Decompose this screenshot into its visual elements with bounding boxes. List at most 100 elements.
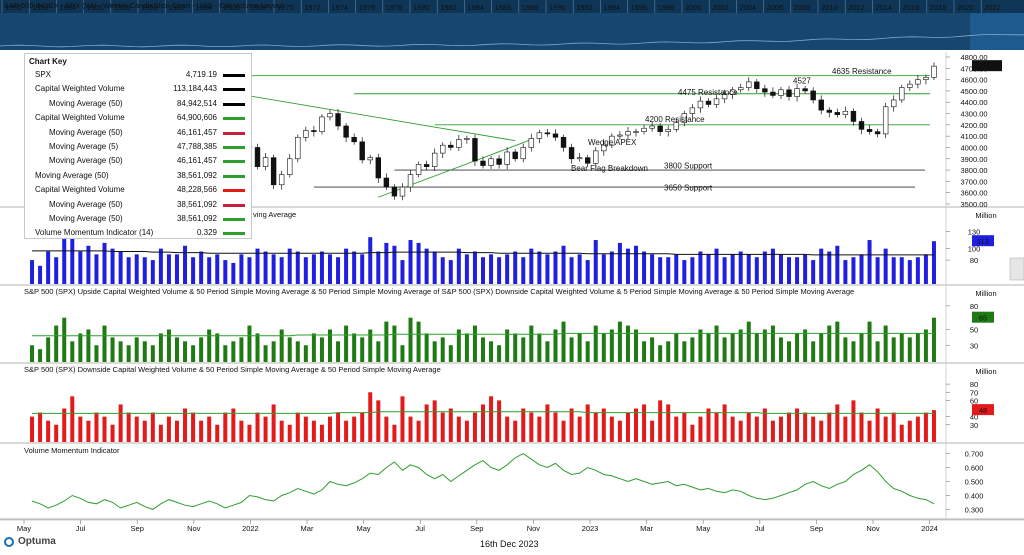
downside-volume-panel-bar <box>843 416 848 442</box>
upside-volume-panel-bar <box>714 325 719 362</box>
downside-volume-panel-bar <box>54 424 59 442</box>
volume-panel-bar <box>762 251 767 284</box>
upside-volume-panel-bar <box>400 345 405 362</box>
downside-volume-panel-bar <box>819 420 824 442</box>
price-y-tick-label: 4200.00 <box>960 121 987 130</box>
x-axis-label: 2024 <box>921 524 938 533</box>
volume-panel-bar <box>110 248 115 284</box>
upside-volume-panel-bar <box>215 333 220 362</box>
downside-volume-panel-bar <box>384 416 389 442</box>
volume-panel-bar <box>207 257 212 284</box>
upside-volume-panel-bar <box>336 341 341 362</box>
volume-panel-bar <box>827 251 832 284</box>
upside-volume-panel-bar <box>271 341 276 362</box>
volume-panel-bar <box>593 240 598 284</box>
annotation-wedge-apex: Wedge APEX <box>588 138 637 147</box>
volume-panel-bar <box>255 248 260 284</box>
candle-up <box>617 134 623 137</box>
upside-volume-panel-bar <box>658 345 663 362</box>
volume-panel-bar <box>384 242 389 284</box>
navigator-year-label: 1996 <box>631 3 648 12</box>
downside-volume-panel-bar <box>126 412 131 442</box>
candle-up <box>399 186 406 197</box>
chart-key-row-name: Moving Average (50) <box>35 170 109 180</box>
volume-panel-unit-label: Million <box>975 211 996 220</box>
downside-volume-panel-bar <box>553 412 558 442</box>
price-y-tick-label: 4000.00 <box>960 143 987 152</box>
candle-down <box>866 129 873 132</box>
annotation-3800-support: 3800 Support <box>664 161 713 170</box>
upside-volume-panel-bar <box>931 317 936 362</box>
volume-panel-bar <box>344 248 349 284</box>
downside-volume-panel-bar <box>247 424 252 442</box>
upside-volume-panel-bar <box>166 329 171 362</box>
chart-key-row-swatch <box>223 189 245 193</box>
candle-up <box>737 87 744 91</box>
downside-volume-panel-bar <box>70 396 75 442</box>
downside-volume-panel-bar <box>778 416 783 442</box>
upside-volume-panel-bar <box>730 333 735 362</box>
upside-volume-panel-bar <box>907 337 912 362</box>
candle-up <box>794 88 800 97</box>
volume-panel-bar <box>78 251 83 284</box>
volume-panel-bar <box>690 257 695 284</box>
chart-key-row-swatch <box>223 102 245 106</box>
volume-panel-bar <box>303 257 308 284</box>
chart-key-row-value: 47,788,385 <box>176 141 217 151</box>
chart-key-row-name: Moving Average (50) <box>49 127 123 137</box>
navigator-year-label: 1988 <box>522 3 539 12</box>
downside-volume-panel-bar <box>722 404 727 442</box>
upside-volume-panel-unit-label: Million <box>975 289 996 298</box>
upside-volume-panel-bar <box>319 337 324 362</box>
x-axis-label: Nov <box>187 524 201 533</box>
downside-volume-panel-bar <box>150 412 155 442</box>
chart-key-row-value: 46,161,457 <box>176 127 217 137</box>
annotation-4527: 4527 <box>793 77 811 86</box>
candle-down <box>544 132 551 135</box>
navigator-year-label: 2022 <box>984 3 1001 12</box>
candle-down <box>383 177 390 188</box>
downside-volume-panel-bar <box>658 400 663 442</box>
volume-panel-bar <box>859 254 864 284</box>
upside-volume-panel-bar <box>811 341 816 362</box>
chart-key-row-swatch <box>223 203 245 207</box>
candle-down <box>391 186 398 197</box>
volume-panel-last-value-label: 113 <box>977 237 989 246</box>
volume-panel-bar <box>311 254 316 284</box>
upside-volume-panel-bar <box>352 333 357 362</box>
downside-volume-panel-bar <box>392 424 397 442</box>
chart-key-row: Moving Average (50) 46,161,457 <box>25 154 251 168</box>
chart-key-row-value: 48,228,566 <box>176 185 217 195</box>
downside-volume-panel-bar <box>215 424 220 442</box>
momentum-y-tick-label: 0.600 <box>965 464 984 473</box>
downside-volume-panel-bar <box>746 412 751 442</box>
downside-volume-panel-bar <box>158 424 163 442</box>
upside-volume-panel-bar <box>625 325 630 362</box>
volume-panel-bar <box>392 245 397 284</box>
chart-key-row: Moving Average (50) 38,561,092 <box>25 198 251 212</box>
candle-up <box>407 174 414 188</box>
navigator-year-label: 1978 <box>386 3 403 12</box>
upside-volume-panel-bar <box>118 341 123 362</box>
upside-volume-panel-bar <box>915 333 920 362</box>
downside-volume-panel-bar <box>223 412 228 442</box>
upside-volume-panel-last-value-label: 65 <box>979 314 987 323</box>
candle-up <box>689 107 696 114</box>
downside-volume-panel-bar <box>472 412 477 442</box>
downside-volume-panel-bar <box>609 416 614 442</box>
volume-panel-bar <box>883 248 888 284</box>
chart-key-row: Moving Average (50) 46,161,457 <box>25 126 251 140</box>
x-axis-label: Sep <box>470 524 483 533</box>
volume-panel-bar <box>174 254 179 284</box>
upside-volume-panel-bar <box>440 337 445 362</box>
downside-volume-panel-bar <box>295 412 300 442</box>
candle-up <box>488 158 494 166</box>
upside-volume-panel-bar <box>54 325 59 362</box>
volume-panel-bar <box>835 245 840 284</box>
upside-volume-panel-bar <box>593 325 598 362</box>
downside-volume-panel-y-tick-label: 80 <box>970 380 978 389</box>
candle-up <box>464 138 470 140</box>
downside-volume-panel-bar <box>86 420 91 442</box>
candle-up <box>504 151 510 165</box>
navigator-year-label: 2012 <box>848 3 865 12</box>
